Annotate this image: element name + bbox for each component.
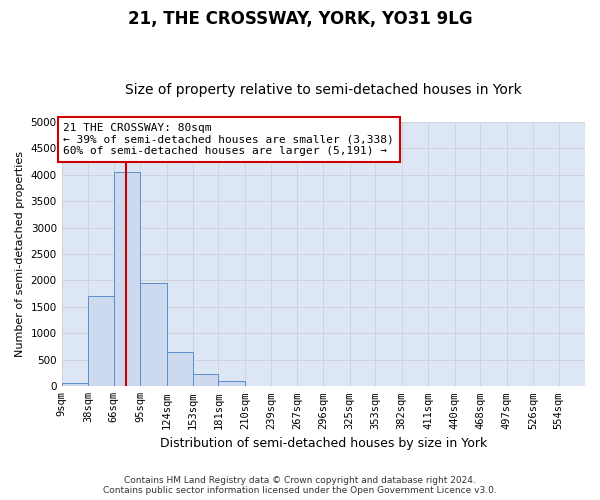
Text: 21 THE CROSSWAY: 80sqm
← 39% of semi-detached houses are smaller (3,338)
60% of : 21 THE CROSSWAY: 80sqm ← 39% of semi-det… — [64, 123, 394, 156]
Bar — [88, 296, 113, 386]
Text: Contains HM Land Registry data © Crown copyright and database right 2024.
Contai: Contains HM Land Registry data © Crown c… — [103, 476, 497, 495]
Title: Size of property relative to semi-detached houses in York: Size of property relative to semi-detach… — [125, 83, 522, 97]
Bar — [62, 383, 88, 386]
Bar — [113, 172, 140, 386]
Bar — [193, 374, 218, 386]
Text: 21, THE CROSSWAY, YORK, YO31 9LG: 21, THE CROSSWAY, YORK, YO31 9LG — [128, 10, 472, 28]
Y-axis label: Number of semi-detached properties: Number of semi-detached properties — [15, 151, 25, 357]
X-axis label: Distribution of semi-detached houses by size in York: Distribution of semi-detached houses by … — [160, 437, 487, 450]
Bar — [167, 352, 193, 386]
Bar — [140, 283, 167, 387]
Bar — [218, 381, 245, 386]
